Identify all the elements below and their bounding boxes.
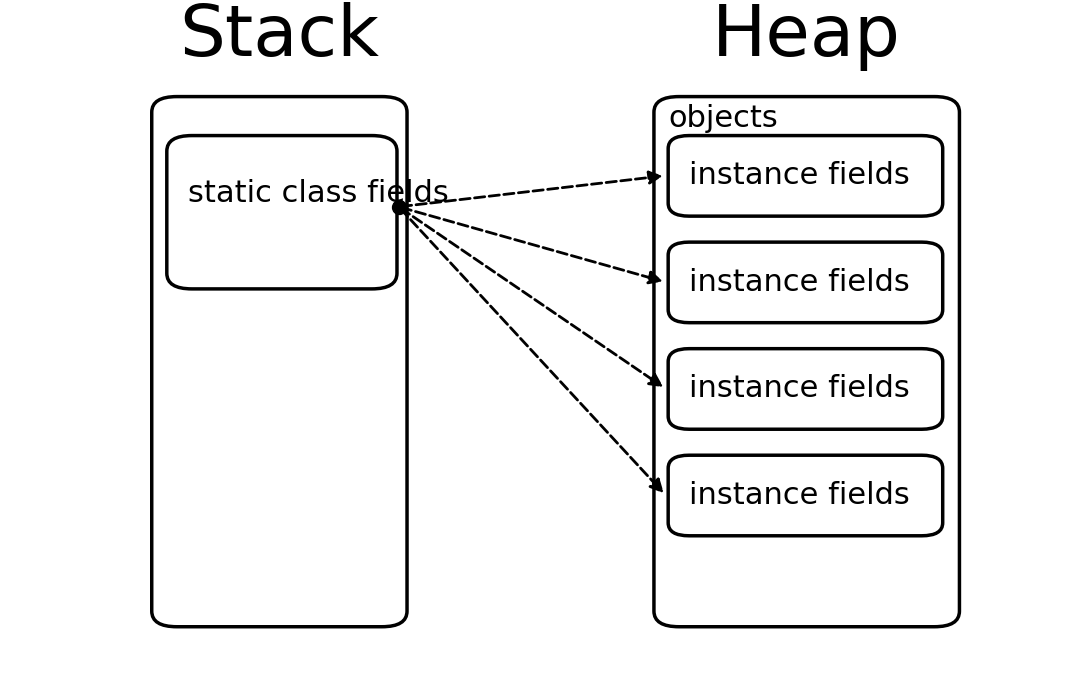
- Text: static class fields: static class fields: [188, 180, 448, 209]
- FancyBboxPatch shape: [669, 349, 943, 429]
- Text: instance fields: instance fields: [689, 268, 909, 297]
- Text: Heap: Heap: [712, 1, 901, 71]
- FancyBboxPatch shape: [669, 242, 943, 323]
- FancyBboxPatch shape: [669, 136, 943, 216]
- FancyBboxPatch shape: [151, 97, 407, 626]
- Text: instance fields: instance fields: [689, 375, 909, 404]
- Text: instance fields: instance fields: [689, 161, 909, 190]
- Text: instance fields: instance fields: [689, 481, 909, 510]
- FancyBboxPatch shape: [653, 97, 959, 626]
- FancyBboxPatch shape: [669, 455, 943, 536]
- Text: Stack: Stack: [179, 1, 379, 71]
- Text: objects: objects: [669, 105, 778, 134]
- FancyBboxPatch shape: [166, 136, 397, 289]
